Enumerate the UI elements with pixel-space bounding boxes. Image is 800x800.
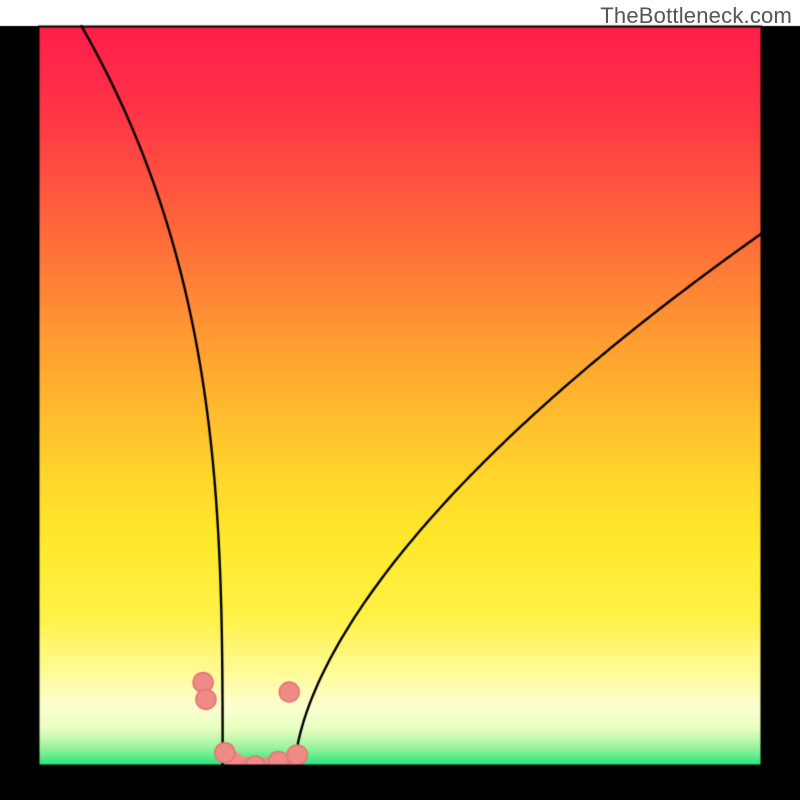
bottleneck-chart-canvas <box>0 0 800 800</box>
watermark-text: TheBottleneck.com <box>600 3 792 29</box>
chart-stage: TheBottleneck.com <box>0 0 800 800</box>
